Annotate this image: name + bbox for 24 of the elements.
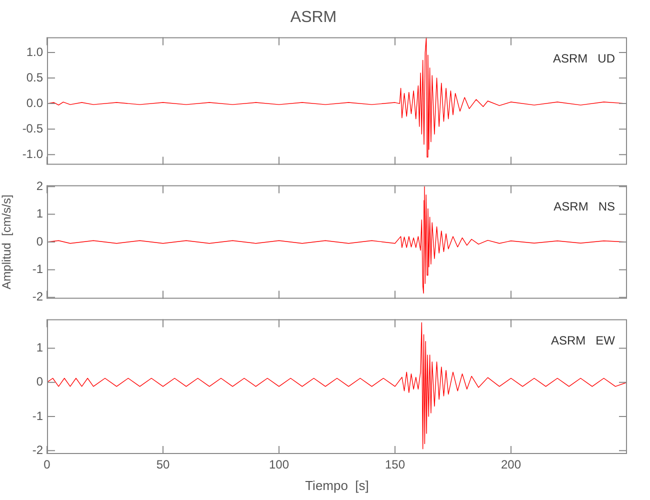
y-tick-label: -2 xyxy=(32,442,44,457)
y-tick-label: 1.0 xyxy=(26,44,44,59)
x-tick-label: 200 xyxy=(500,458,522,472)
y-tick-label: 2 xyxy=(36,178,44,193)
y-tick-label: 1 xyxy=(36,206,44,221)
chart-title: ASRM xyxy=(290,9,337,26)
y-tick-label: -1.0 xyxy=(22,146,44,161)
annotation: ASRM UD xyxy=(552,52,616,66)
x-tick-label: 50 xyxy=(156,458,170,472)
y-tick-label: 0.0 xyxy=(26,96,44,110)
y-tick-label: 1 xyxy=(36,340,44,355)
annotation: ASRM NS xyxy=(554,200,615,214)
y-tick-label: -1 xyxy=(32,408,44,423)
x-axis-title: Tiempo [s] xyxy=(305,478,369,493)
y-axis-title: Amplitud [cm/s/s] xyxy=(0,194,14,290)
y-tick-label: 0.5 xyxy=(26,70,44,84)
annotation: ASRM EW xyxy=(550,334,616,348)
y-tick-label: -1 xyxy=(32,262,44,276)
y-tick-label: -0.5 xyxy=(22,121,44,136)
y-tick-label: -2 xyxy=(32,290,44,304)
x-tick-label: 150 xyxy=(384,458,406,472)
y-tick-label: 0 xyxy=(36,234,44,248)
y-tick-label: 0 xyxy=(36,374,44,389)
x-tick-label: 100 xyxy=(268,458,290,472)
